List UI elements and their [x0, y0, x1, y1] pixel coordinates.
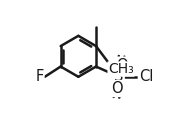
Text: S: S	[114, 69, 124, 84]
Text: O: O	[116, 58, 127, 73]
Text: CH₃: CH₃	[108, 62, 134, 76]
Text: F: F	[35, 69, 44, 84]
Text: O: O	[111, 81, 122, 96]
Text: Cl: Cl	[139, 69, 153, 84]
